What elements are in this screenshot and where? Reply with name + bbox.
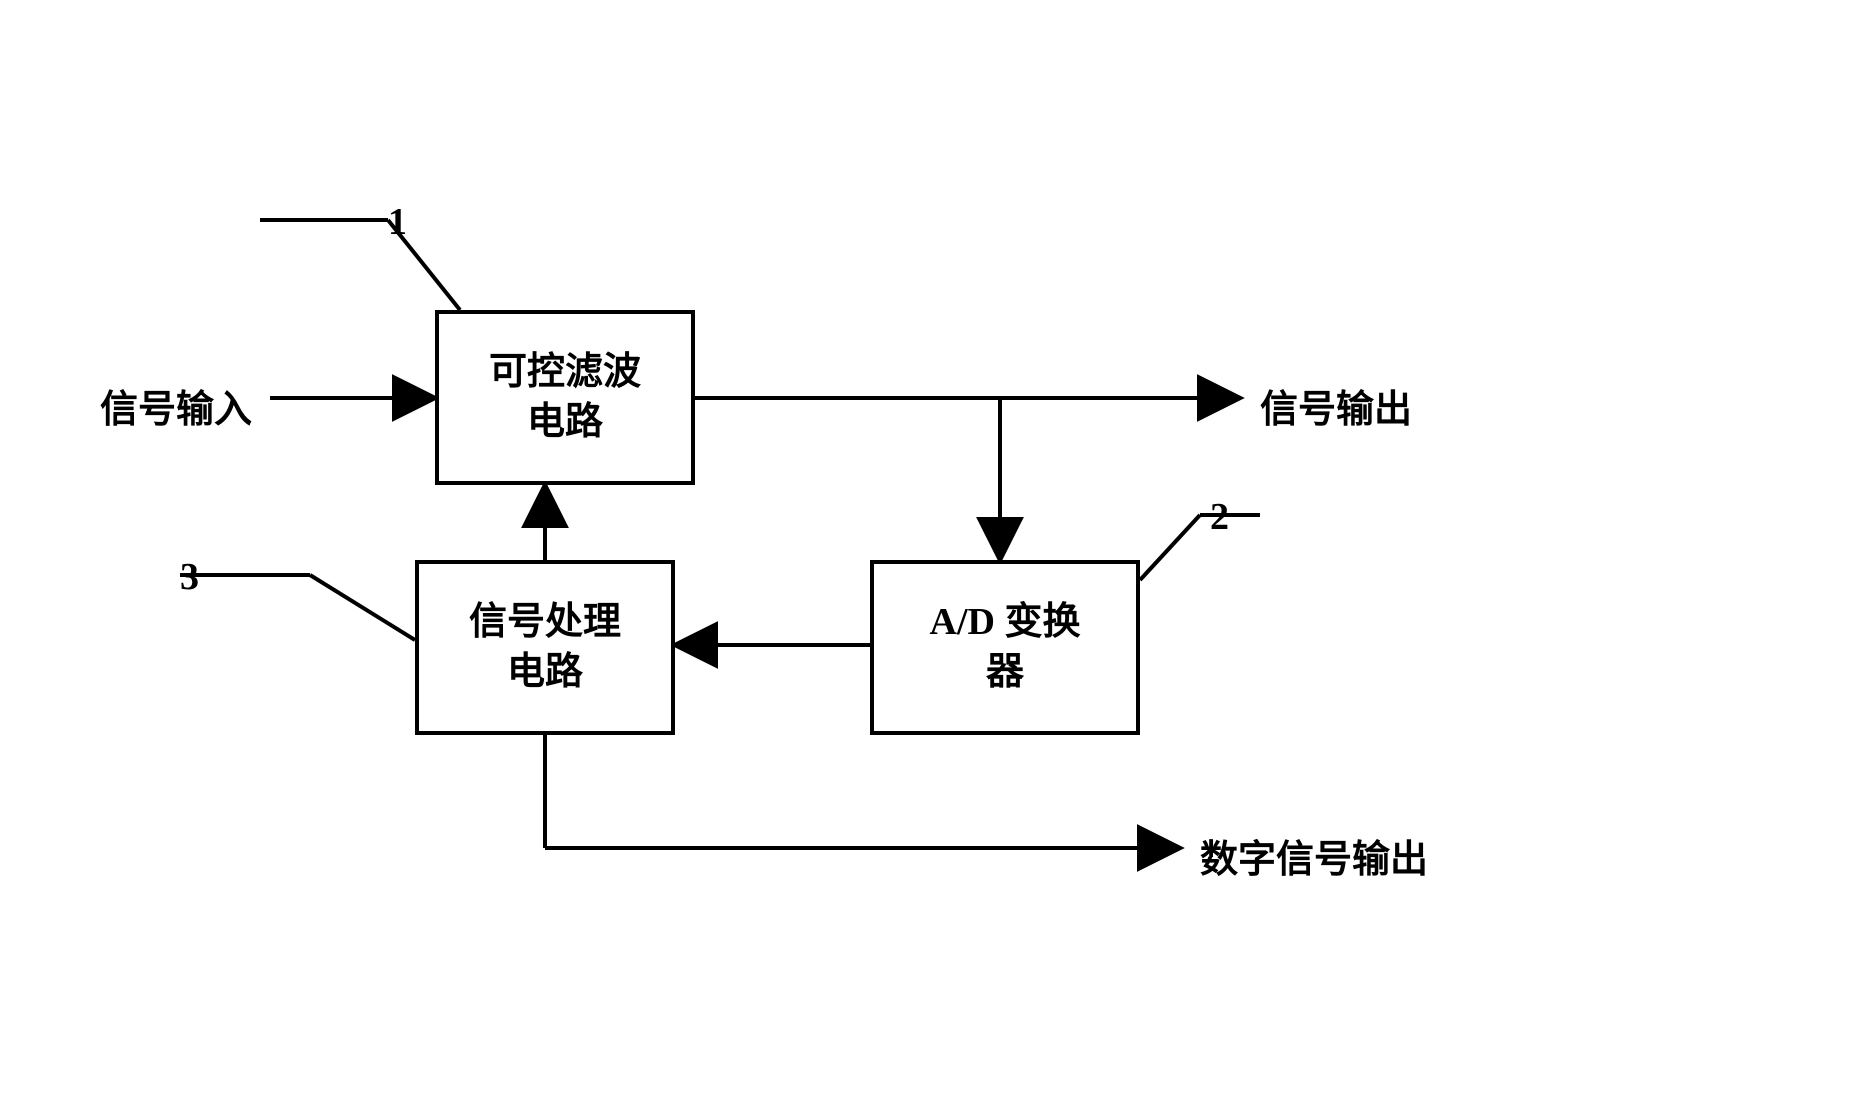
label-ref-2: 2: [1210, 495, 1229, 539]
block-ad-line1: A/D 变换: [930, 601, 1081, 643]
block-proc-line1: 信号处理: [469, 601, 621, 643]
label-signal-output: 信号输出: [1260, 378, 1412, 433]
label-ref-3: 3: [180, 555, 199, 599]
block-ad-converter: A/D 变换 器: [870, 560, 1140, 735]
block-controllable-filter: 可控滤波 电路: [435, 310, 695, 485]
label-signal-input: 信号输入: [100, 378, 252, 433]
block-proc-line2: 电路: [507, 651, 583, 693]
label-digital-output: 数字信号输出: [1200, 828, 1428, 883]
block-ad-line2: 器: [986, 651, 1024, 693]
diagram-canvas: 可控滤波 电路 A/D 变换 器 信号处理 电路 信号输入 信号输出 数字信号输…: [0, 0, 1852, 1096]
wire-leader-3-diag: [310, 575, 415, 640]
wiring-layer: [0, 0, 1852, 1096]
wire-leader-2-diag: [1140, 515, 1200, 580]
block-filter-line1: 可控滤波: [489, 351, 641, 393]
block-signal-processor: 信号处理 电路: [415, 560, 675, 735]
block-filter-line2: 电路: [527, 401, 603, 443]
label-ref-1: 1: [388, 200, 407, 244]
